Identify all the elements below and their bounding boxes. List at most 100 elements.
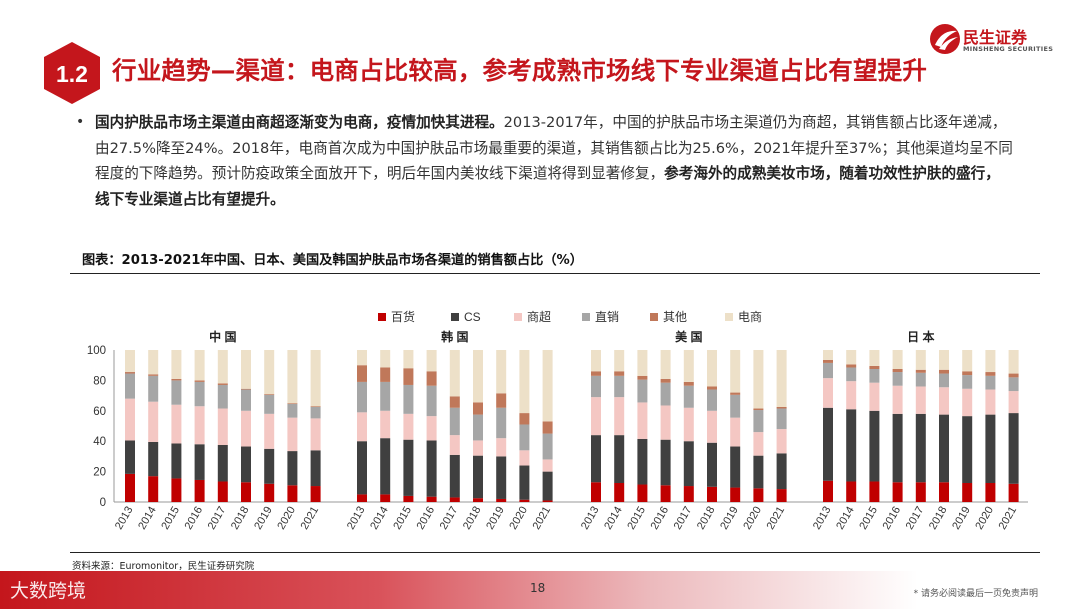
bar-segment: [473, 402, 483, 415]
section-number: 1.2: [56, 61, 88, 87]
bar-segment: [776, 429, 787, 454]
bar-segment: [846, 364, 857, 368]
bar-segment: [403, 439, 414, 496]
page-number: 18: [530, 581, 546, 595]
bar-segment: [542, 350, 553, 422]
bar-segment: [591, 375, 601, 398]
bar-segment: [403, 350, 414, 369]
bar-segment: [683, 441, 694, 487]
bar-segment: [241, 482, 251, 502]
bar-segment: [403, 495, 414, 502]
bar-segment: [707, 389, 717, 411]
bar-segment: [264, 413, 275, 449]
bar-segment: [591, 435, 601, 483]
bar-segment: [939, 414, 949, 483]
bar-segment: [892, 385, 903, 414]
bar-segment: [380, 438, 391, 495]
bar-segment: [915, 350, 926, 370]
x-tick-label: 2018: [461, 505, 484, 532]
footer-bar: [0, 571, 1080, 609]
bar-segment: [846, 367, 857, 382]
bar-segment: [753, 350, 764, 409]
bar-segment: [962, 350, 973, 372]
bar-segment: [519, 413, 530, 425]
bar-segment: [1008, 483, 1019, 502]
x-tick-label: 2016: [415, 505, 438, 532]
bar-segment: [707, 410, 717, 443]
bar-segment: [542, 471, 553, 501]
bar-segment: [1008, 413, 1019, 484]
bar-segment: [473, 440, 483, 456]
bar-segment: [403, 368, 414, 385]
bar-segment: [217, 350, 228, 384]
bar-segment: [217, 384, 228, 409]
bar-segment: [823, 350, 833, 360]
bar-segment: [869, 410, 880, 482]
bar-segment: [823, 407, 833, 481]
bar-segment: [892, 413, 903, 483]
bar-segment: [591, 371, 601, 376]
bar-segment: [426, 371, 437, 386]
x-tick-label: 2020: [741, 505, 764, 532]
bar-segment: [194, 380, 205, 382]
bar-segment: [939, 369, 949, 374]
bar-segment: [985, 375, 996, 390]
bar-segment: [707, 486, 717, 502]
bar-segment: [241, 410, 251, 447]
bar-segment: [660, 485, 671, 502]
bullet-dot: •: [76, 114, 85, 130]
legend-label: 直销: [595, 310, 619, 324]
bar-segment: [753, 455, 764, 489]
figure-title: 图表：2013-2021年中国、日本、美国及韩国护肤品市场各渠道的销售额占比（%…: [82, 253, 583, 268]
bar-segment: [496, 498, 507, 502]
bar-segment: [194, 479, 205, 502]
bar-segment: [542, 421, 553, 434]
x-tick-label: 2014: [368, 505, 391, 532]
page-title: 行业趋势—渠道：电商占比较高，参考成熟市场线下专业渠道占比有望提升: [112, 56, 928, 85]
bar-segment: [637, 350, 648, 376]
brand-name-cn: 民生证券: [963, 28, 1028, 47]
bar-segment: [892, 350, 903, 369]
bar-segment: [310, 450, 321, 487]
x-tick-label: 2013: [579, 505, 602, 532]
bar-segment: [776, 407, 787, 409]
bar-segment: [171, 443, 182, 479]
bar-segment: [171, 350, 182, 379]
bar-segment: [637, 402, 648, 439]
bar-segment: [637, 379, 648, 403]
x-tick-label: 2015: [391, 505, 414, 532]
y-tick-label: 20: [93, 467, 106, 479]
y-tick-label: 40: [93, 436, 106, 448]
figure-source: 资料来源：Euromonitor，民生证券研究院: [72, 561, 255, 572]
bar-segment: [683, 381, 694, 386]
brand-name-en: MINSHENG SECURITIES: [963, 45, 1054, 53]
bar-segment: [148, 375, 159, 402]
x-tick-label: 2018: [927, 505, 950, 532]
bar-segment: [707, 442, 717, 487]
x-tick-label: 2014: [834, 505, 857, 532]
bar-segment: [776, 350, 787, 407]
brand-logo-icon: [930, 24, 960, 54]
bar-segment: [426, 350, 437, 372]
bar-segment: [473, 498, 483, 502]
legend-label: 百货: [391, 309, 415, 324]
bar-segment: [519, 424, 530, 451]
bar-segment: [496, 393, 507, 408]
legend-label: 商超: [527, 309, 551, 324]
bar-segment: [591, 397, 601, 436]
bar-segment: [357, 381, 367, 413]
bar-segment: [449, 454, 460, 498]
bar-segment: [449, 350, 460, 397]
x-tick-label: 2017: [904, 505, 927, 532]
x-tick-label: 2013: [113, 505, 136, 532]
bar-segment: [939, 482, 949, 502]
bar-segment: [287, 417, 298, 452]
bar-segment: [241, 350, 251, 389]
bar-segment: [287, 485, 298, 502]
bar-segment: [449, 435, 460, 455]
bar-segment: [823, 359, 833, 363]
bar-segment: [357, 494, 367, 502]
bar-segment: [915, 413, 926, 483]
bar-segment: [707, 386, 717, 390]
bar-segment: [519, 450, 530, 466]
